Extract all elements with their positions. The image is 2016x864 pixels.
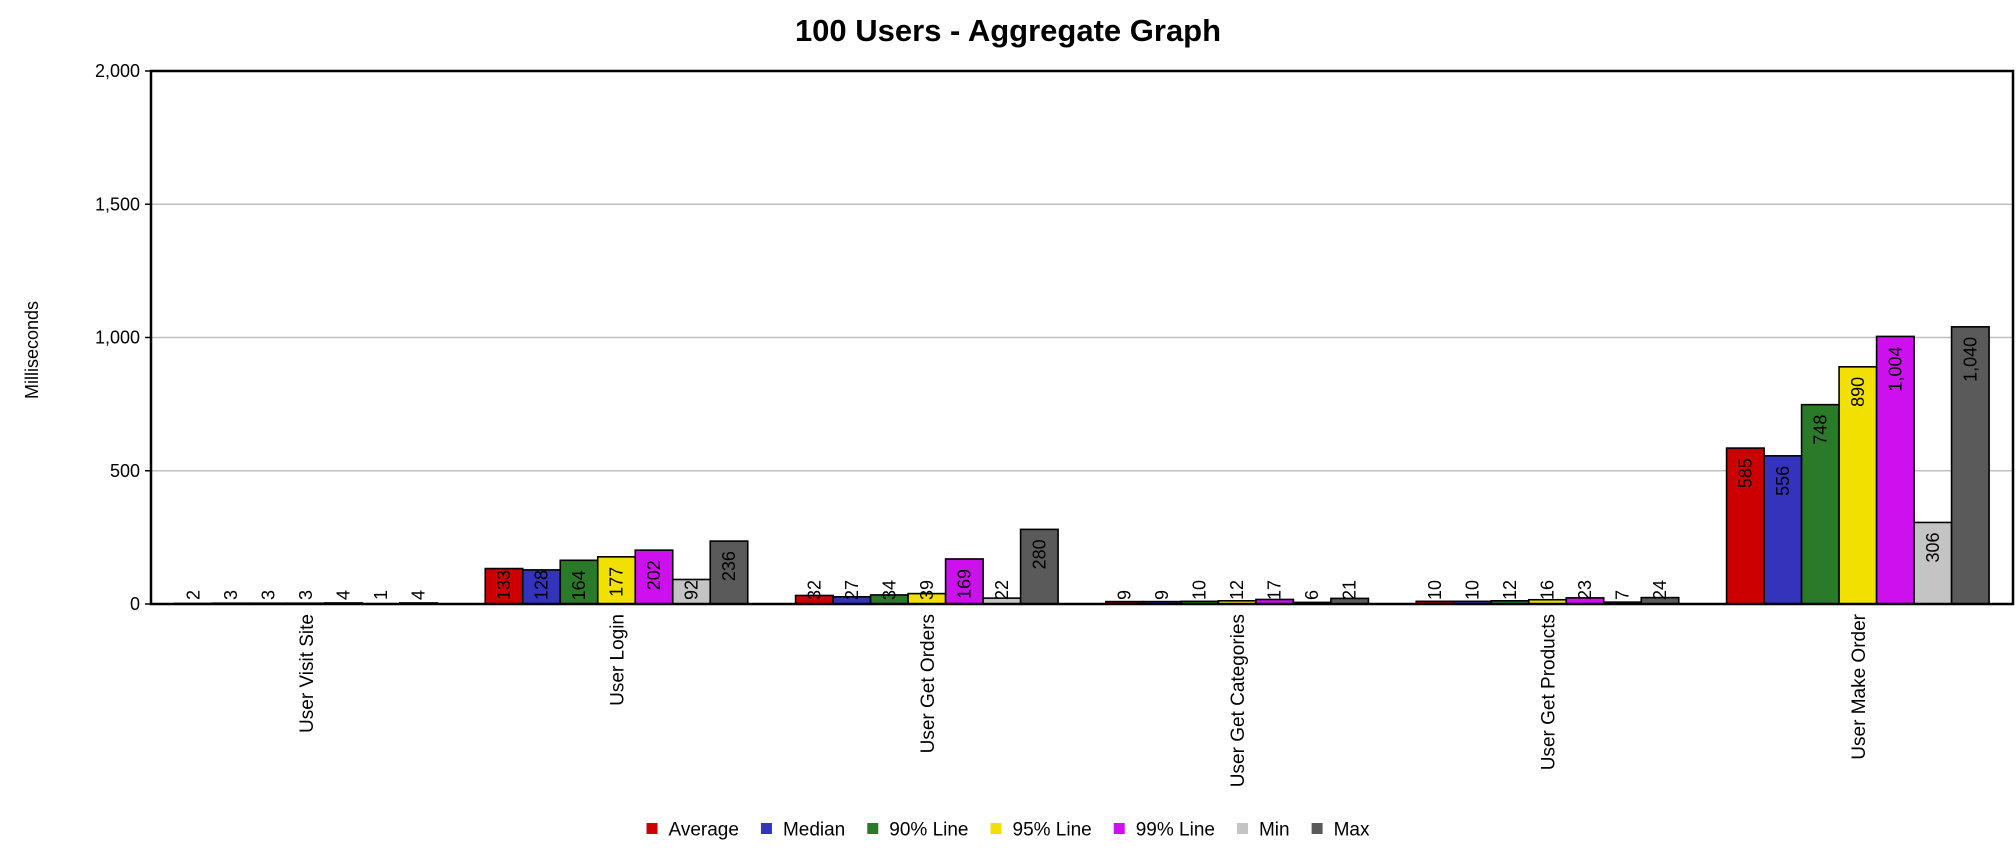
value-label: 202 <box>644 560 664 590</box>
value-label: 21 <box>1340 580 1360 600</box>
category-labels: User Visit Site User Login User Get Orders… <box>297 613 1870 787</box>
y-axis-ticks: 0 500 1,000 1,500 2,000 <box>95 61 151 614</box>
value-label: 10 <box>1463 580 1483 600</box>
value-label: 3 <box>221 590 241 600</box>
value-label: 748 <box>1810 415 1830 445</box>
y-axis-label: Milliseconds <box>22 301 42 399</box>
value-label: 169 <box>954 569 974 599</box>
value-label: 12 <box>1227 580 1247 600</box>
y-tick-label: 1,000 <box>95 328 140 348</box>
value-label: 7 <box>1613 590 1633 600</box>
value-label: 24 <box>1650 580 1670 600</box>
legend-swatch <box>1311 823 1323 834</box>
bar <box>1019 528 1059 605</box>
value-label: 1,040 <box>1960 337 1980 382</box>
value-label: 164 <box>569 570 589 600</box>
gridlines <box>151 203 2013 472</box>
value-label: 9 <box>1152 590 1172 600</box>
value-label: 22 <box>992 580 1012 600</box>
value-label: 17 <box>1265 580 1285 600</box>
y-tick-label: 500 <box>110 461 140 481</box>
bar <box>1838 366 1878 605</box>
legend-swatch <box>760 823 772 834</box>
value-label: 3 <box>296 590 316 600</box>
category-label: User Get Orders <box>918 614 939 753</box>
value-label: 280 <box>1029 539 1049 569</box>
value-label: 133 <box>494 570 514 600</box>
category-label: User Visit Site <box>297 614 318 733</box>
value-label: 23 <box>1575 580 1595 600</box>
y-tick-label: 1,500 <box>95 194 140 214</box>
value-label: 3 <box>259 590 279 600</box>
bar <box>596 556 637 605</box>
plot-frame <box>149 69 2015 606</box>
value-label: 10 <box>1425 580 1445 600</box>
value-label: 16 <box>1538 580 1558 600</box>
value-label: 27 <box>842 580 862 600</box>
y-tick-label: 0 <box>130 594 140 614</box>
value-label: 1,004 <box>1885 346 1905 391</box>
value-label: 9 <box>1115 590 1135 600</box>
value-label: 556 <box>1773 466 1793 496</box>
legend-swatch <box>990 823 1002 834</box>
value-label: 10 <box>1190 580 1210 600</box>
value-label: 177 <box>607 567 627 597</box>
legend: Average Median 90% Line 95% Line 99% Line Min… <box>646 820 1370 841</box>
value-label: 236 <box>719 551 739 581</box>
legend-swatch <box>1236 823 1248 834</box>
legend-label: 95% Line <box>1013 820 1092 841</box>
legend-swatch <box>867 823 879 834</box>
bar <box>1725 447 1765 605</box>
legend-label: Min <box>1259 820 1290 841</box>
bar <box>709 540 749 605</box>
legend-label: 99% Line <box>1136 820 1215 841</box>
bar <box>521 569 562 605</box>
bar <box>1950 326 1990 605</box>
category-label: User Get Products <box>1539 614 1560 770</box>
value-label: 128 <box>532 570 552 600</box>
legend-label: Median <box>783 820 845 841</box>
category-label: User Get Categories <box>1228 614 1249 787</box>
bar <box>1913 521 1953 605</box>
chart-title: 100 Users - Aggregate Graph <box>795 13 1221 48</box>
value-label: 2 <box>184 590 204 600</box>
y-tick-label: 2,000 <box>95 61 140 81</box>
value-label: 306 <box>1923 532 1943 562</box>
value-label: 585 <box>1735 458 1755 488</box>
value-label: 32 <box>804 580 824 600</box>
value-label: 92 <box>682 580 702 600</box>
value-label: 34 <box>879 580 899 600</box>
value-label: 39 <box>917 580 937 600</box>
bar <box>634 549 674 605</box>
legend-label: Max <box>1334 820 1370 841</box>
legend-label: 90% Line <box>889 820 968 841</box>
value-label: 12 <box>1500 580 1520 600</box>
category-label: User Make Order <box>1849 613 1870 759</box>
legend-label: Average <box>669 820 739 841</box>
category-label: User Login <box>608 614 629 706</box>
value-label: 4 <box>334 590 354 600</box>
value-label: 4 <box>409 590 429 600</box>
value-label: 6 <box>1302 590 1322 600</box>
bar <box>559 559 599 605</box>
bars <box>174 326 1990 606</box>
bar <box>944 558 984 605</box>
value-label: 1 <box>371 590 391 600</box>
value-label: 890 <box>1848 377 1868 407</box>
legend-swatch <box>646 823 658 834</box>
legend-swatch <box>1113 823 1125 834</box>
